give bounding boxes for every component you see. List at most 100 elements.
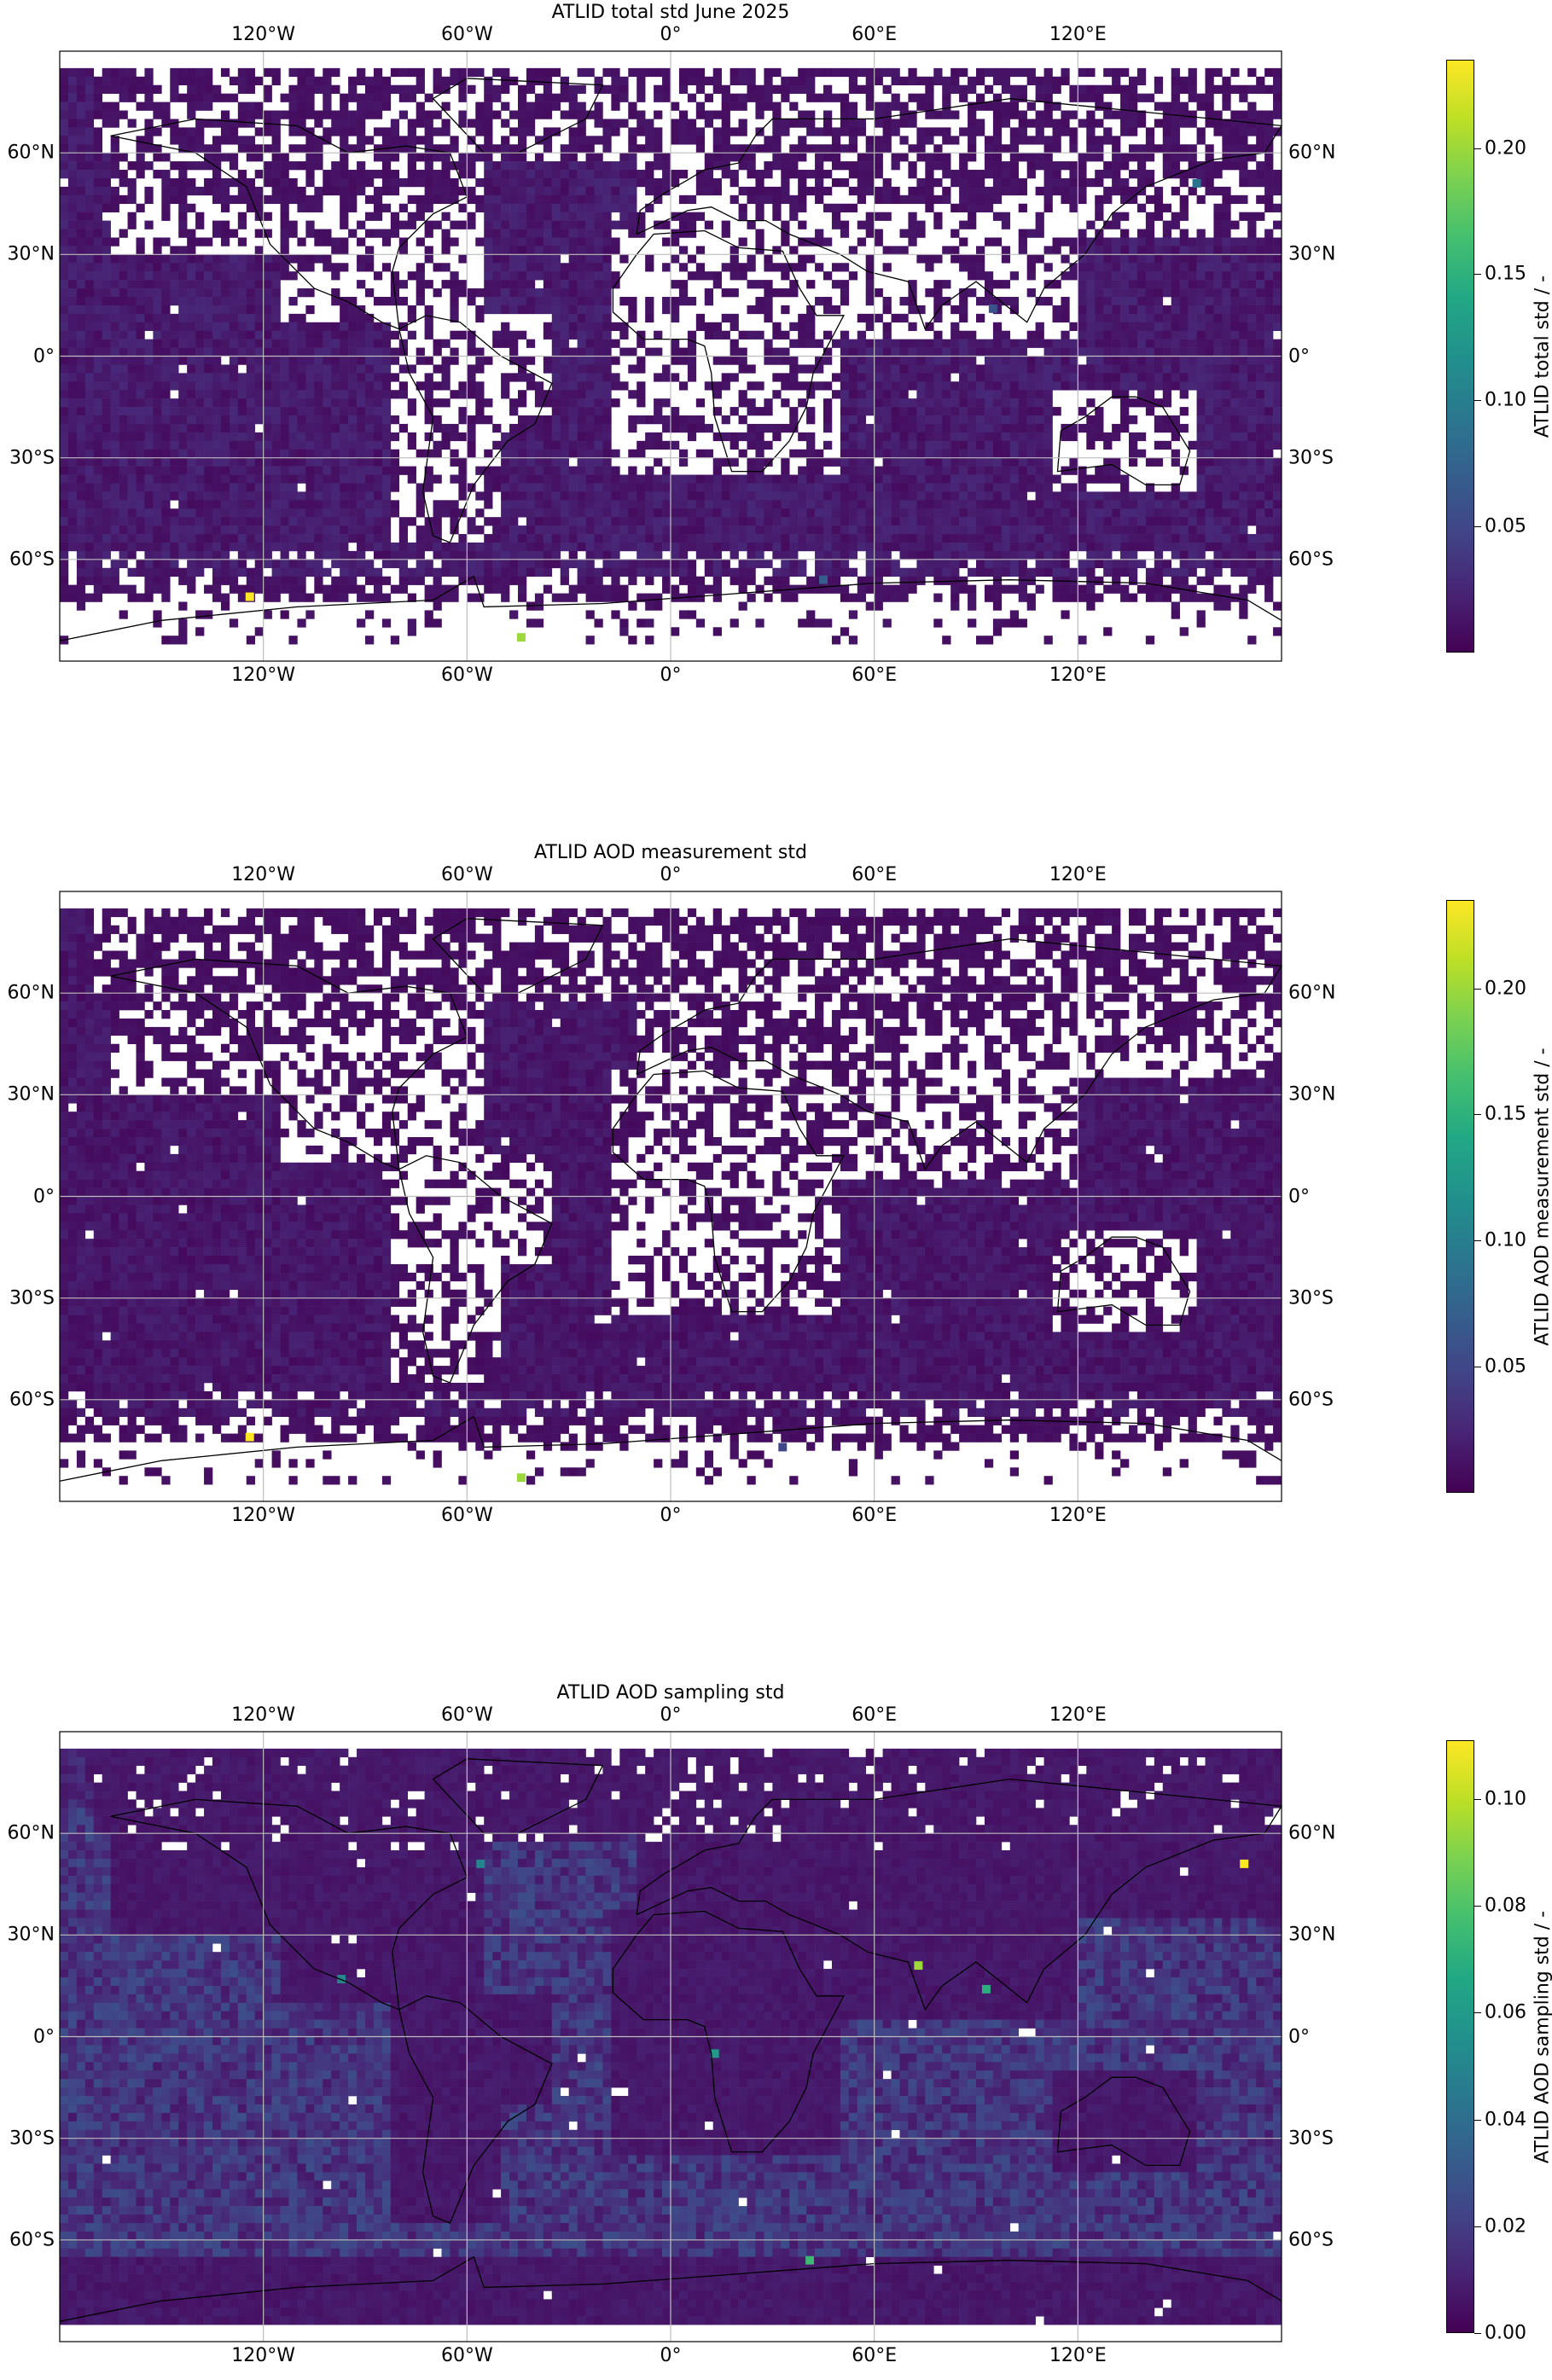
data-cell — [204, 254, 213, 264]
data-cell — [373, 347, 383, 357]
data-cell — [543, 440, 553, 450]
data-cell — [433, 474, 442, 484]
data-cell — [170, 415, 179, 425]
chart-title: ATLID total std June 2025 — [552, 2, 790, 23]
map-plot — [59, 50, 1283, 662]
data-cell — [789, 84, 799, 94]
data-cell — [1001, 161, 1011, 171]
data-cell — [798, 76, 807, 86]
data-cell — [102, 432, 111, 442]
data-cell — [1145, 330, 1155, 340]
data-cell — [534, 194, 544, 205]
data-cell — [178, 288, 188, 298]
data-cell — [585, 110, 595, 119]
data-cell — [1239, 313, 1248, 323]
data-cell — [568, 407, 578, 416]
data-cell — [1112, 153, 1121, 162]
data-cell — [1145, 177, 1155, 188]
data-cell — [636, 381, 646, 391]
data-cell — [187, 364, 196, 374]
data-cell — [271, 161, 281, 171]
data-cell — [424, 203, 433, 212]
data-cell — [170, 161, 179, 171]
data-cell — [865, 339, 875, 348]
data-cell — [1001, 330, 1011, 340]
data-cell — [450, 296, 459, 306]
data-cell — [237, 144, 247, 154]
data-cell — [492, 220, 502, 229]
data-cell — [636, 474, 646, 484]
data-cell — [84, 440, 95, 450]
data-cell — [1205, 170, 1214, 179]
data-cell — [1213, 339, 1223, 348]
data-cell — [424, 313, 433, 323]
data-cell — [594, 407, 603, 416]
data-cell — [212, 347, 222, 357]
data-cell — [755, 483, 764, 492]
data-cell — [187, 449, 196, 458]
data-cell — [1247, 423, 1257, 433]
data-cell — [280, 432, 289, 442]
data-cell — [1145, 347, 1155, 357]
data-cell — [891, 423, 900, 433]
data-cell — [424, 229, 433, 238]
data-cell — [136, 373, 145, 382]
data-cell — [848, 76, 858, 86]
data-cell — [1171, 153, 1180, 162]
data-cell — [60, 186, 69, 196]
data-cell — [1222, 229, 1231, 238]
data-cell — [127, 390, 137, 399]
data-cell — [1120, 339, 1130, 348]
data-cell — [178, 177, 188, 188]
data-cell — [1239, 390, 1248, 399]
data-cell — [840, 432, 850, 442]
data-cell — [136, 483, 145, 492]
data-cell — [1026, 76, 1036, 86]
data-cell — [407, 144, 416, 154]
data-cell — [636, 398, 646, 408]
data-cell — [127, 474, 137, 484]
data-cell — [1145, 136, 1155, 145]
data-cell — [848, 398, 858, 408]
data-cell — [984, 364, 994, 374]
data-cell — [933, 76, 943, 86]
data-cell — [1078, 466, 1087, 475]
data-cell — [925, 373, 934, 382]
data-cell — [1264, 127, 1274, 136]
data-cell — [1086, 296, 1096, 306]
data-cell — [1188, 280, 1197, 289]
data-cell — [1239, 296, 1248, 306]
data-cell — [195, 144, 205, 154]
data-cell — [1112, 212, 1121, 221]
data-cell — [271, 144, 281, 154]
data-cell — [1120, 407, 1130, 416]
data-cell — [67, 330, 78, 340]
data-cell — [1078, 288, 1087, 298]
data-cell — [968, 415, 977, 425]
data-cell — [280, 322, 289, 332]
data-cell — [1009, 398, 1020, 408]
data-cell — [492, 170, 502, 179]
data-cell — [340, 330, 349, 340]
data-cell — [144, 356, 154, 365]
data-cell — [1171, 449, 1180, 458]
data-cell — [263, 177, 272, 188]
data-cell — [1273, 313, 1282, 323]
data-cell — [585, 246, 595, 255]
data-cell — [381, 449, 392, 458]
data-cell — [288, 449, 298, 458]
data-cell — [1145, 170, 1155, 179]
data-cell — [1035, 322, 1044, 332]
data-cell — [297, 423, 306, 433]
data-cell — [331, 483, 340, 492]
data-cell — [84, 296, 95, 306]
data-cell — [738, 271, 747, 281]
data-cell — [1171, 212, 1180, 221]
data-cell — [441, 119, 450, 128]
data-cell — [305, 203, 315, 212]
data-cell — [144, 423, 154, 433]
data-cell — [76, 220, 86, 229]
data-cell — [492, 466, 502, 475]
data-cell — [992, 161, 1003, 171]
data-cell — [1213, 423, 1223, 433]
